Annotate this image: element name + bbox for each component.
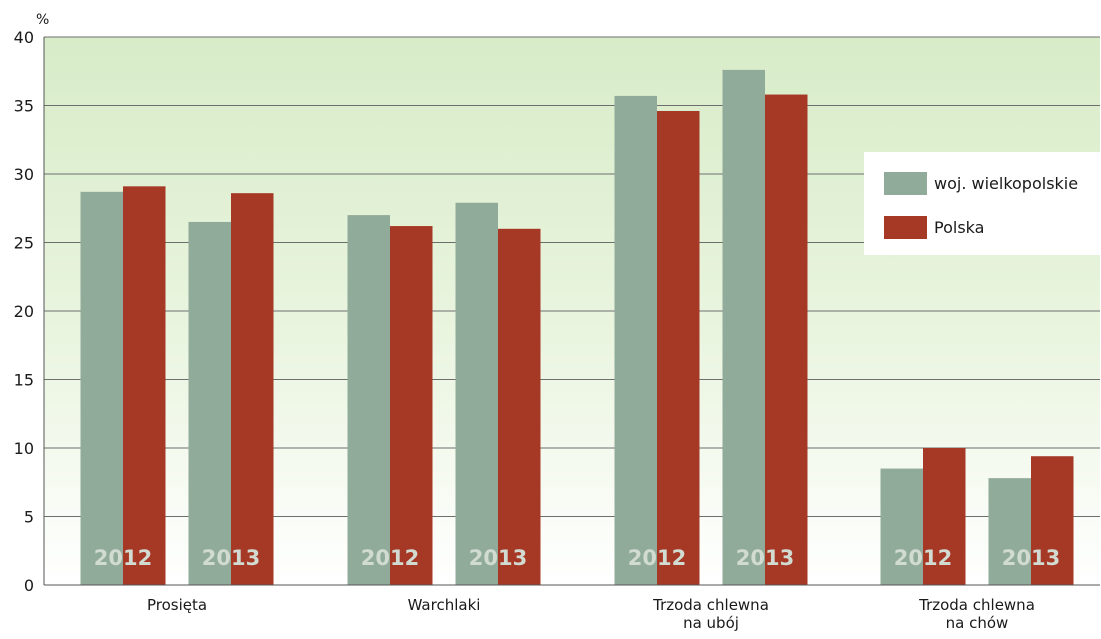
year-labels: 2012 2013 2012 2013 2012 2013 2012 2013 xyxy=(94,546,1060,570)
year-label: 2013 xyxy=(736,546,794,570)
bar-polska xyxy=(390,226,433,585)
y-tick-label: 30 xyxy=(14,165,34,184)
category-label: Prosięta xyxy=(147,596,207,614)
bar-woj-wielkopolskie xyxy=(347,215,390,585)
bars xyxy=(80,69,1074,586)
bar-woj-wielkopolskie xyxy=(188,221,231,585)
y-tick-labels: 0 5 10 15 20 25 30 35 40 xyxy=(14,28,34,595)
legend-swatch-polska xyxy=(884,216,927,239)
year-label: 2013 xyxy=(202,546,260,570)
y-tick-label: 20 xyxy=(14,302,34,321)
bar-polska xyxy=(657,110,700,585)
legend-label-woj-wielkopolskie: woj. wielkopolskie xyxy=(934,174,1078,193)
category-labels: Prosięta Warchlaki Trzoda chlewna na ubój Tr… xyxy=(147,596,1035,632)
bar-woj-wielkopolskie xyxy=(880,468,923,585)
legend-label-polska: Polska xyxy=(934,218,984,237)
y-tick-label: 35 xyxy=(14,97,34,116)
year-label: 2012 xyxy=(361,546,419,570)
bar-woj-wielkopolskie xyxy=(722,69,765,585)
bar-woj-wielkopolskie xyxy=(614,95,657,585)
y-tick-label: 15 xyxy=(14,371,34,390)
y-tick-label: 0 xyxy=(24,576,34,595)
legend-box xyxy=(864,152,1100,255)
year-label: 2013 xyxy=(1002,546,1060,570)
year-label: 2012 xyxy=(628,546,686,570)
y-tick-label: 10 xyxy=(14,439,34,458)
legend-swatch-woj-wielkopolskie xyxy=(884,172,927,195)
bar-polska xyxy=(231,193,274,585)
bar-polska xyxy=(765,94,808,585)
category-label: Warchlaki xyxy=(408,596,481,614)
bar-polska xyxy=(923,448,966,585)
y-tick-label: 25 xyxy=(14,234,34,253)
y-unit-label: % xyxy=(36,12,49,28)
bar-woj-wielkopolskie xyxy=(455,202,498,585)
y-tick-label: 40 xyxy=(14,28,34,47)
legend: woj. wielkopolskie Polska xyxy=(864,152,1100,255)
category-label: Trzoda chlewna na chów xyxy=(918,596,1035,632)
y-tick-label: 5 xyxy=(24,508,34,527)
year-label: 2013 xyxy=(469,546,527,570)
bar-polska xyxy=(1031,456,1074,585)
bar-polska xyxy=(498,228,541,586)
year-label: 2012 xyxy=(894,546,952,570)
bar-woj-wielkopolskie xyxy=(80,191,123,585)
bar-polska xyxy=(123,186,166,585)
bar-woj-wielkopolskie xyxy=(988,478,1031,585)
year-label: 2012 xyxy=(94,546,152,570)
category-label: Trzoda chlewna na ubój xyxy=(652,596,769,632)
